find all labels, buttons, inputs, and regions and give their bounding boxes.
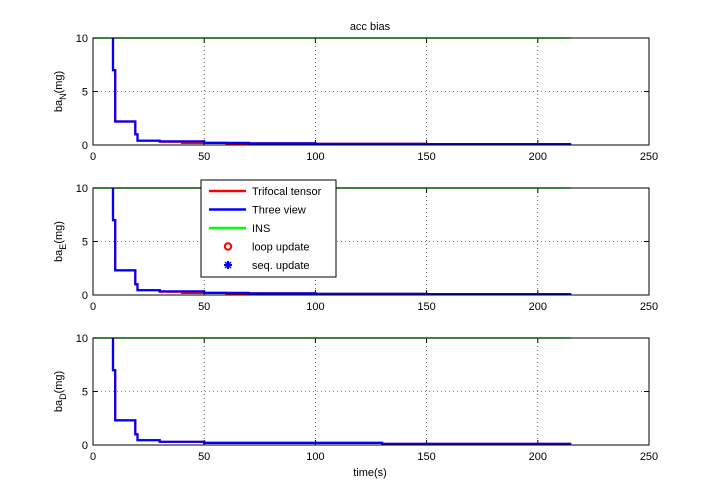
- x-tick-label: 200: [529, 451, 547, 463]
- legend-marker-seq-update: [224, 261, 232, 269]
- x-tick-label: 50: [198, 451, 210, 463]
- axes-frame: [92, 187, 650, 296]
- x-tick-label: 0: [90, 451, 96, 463]
- x-tick-label: 150: [417, 451, 435, 463]
- legend-marker-loop-update: [223, 242, 233, 251]
- x-tick-label: 150: [417, 151, 435, 163]
- y-axis-label-unit: (mg): [53, 371, 65, 394]
- axes-frame: [92, 337, 650, 446]
- x-tick-label: 0: [90, 301, 96, 313]
- y-axis-label: baD(mg): [53, 371, 68, 412]
- x-tick-label: 250: [640, 151, 658, 163]
- x-tick-label: 100: [306, 451, 324, 463]
- series-line-three-view: [111, 188, 572, 296]
- x-tick-label: 200: [529, 301, 547, 313]
- y-axis-label-main: ba: [53, 249, 65, 262]
- x-tick-label: 150: [417, 301, 435, 313]
- legend-label-three-view: Three view: [252, 205, 306, 217]
- y-tick-label: 5: [82, 87, 88, 99]
- chart-title: acc bias: [350, 21, 391, 33]
- y-axis-label-unit: (mg): [53, 71, 65, 94]
- y-axis-label-subscript: E: [58, 244, 68, 250]
- y-axis-label-subscript: D: [58, 393, 68, 400]
- series-line-three-view: [111, 38, 572, 146]
- y-tick-label: 0: [82, 290, 88, 302]
- legend-label-loop-update: loop update: [252, 242, 310, 254]
- legend-label-ins: INS: [252, 223, 270, 235]
- x-tick-label: 0: [90, 151, 96, 163]
- x-tick-label: 50: [198, 151, 210, 163]
- y-axis-label-unit: (mg): [53, 221, 65, 244]
- x-tick-label: 50: [198, 301, 210, 313]
- y-axis-label-main: ba: [53, 99, 65, 112]
- legend-label-trifocal-tensor: Trifocal tensor: [252, 186, 322, 198]
- y-tick-label: 0: [82, 440, 88, 452]
- axes-frame: [92, 37, 650, 146]
- y-axis-label-main: ba: [53, 399, 65, 412]
- x-tick-label: 200: [529, 151, 547, 163]
- y-axis-label: baN(mg): [53, 71, 68, 112]
- legend: Trifocal tensor Three view INS loop update s…: [200, 179, 337, 278]
- x-tick-label: 100: [306, 151, 324, 163]
- y-tick-label: 10: [76, 33, 88, 45]
- y-tick-label: 10: [76, 333, 88, 345]
- y-tick-label: 10: [76, 183, 88, 195]
- y-tick-label: 5: [82, 237, 88, 249]
- x-tick-label: 250: [640, 301, 658, 313]
- series-line-three-view: [111, 338, 572, 445]
- subplot-1: 0 50 100 150 200 250 0 5 10 baN(mg): [53, 33, 658, 163]
- x-axis-label: time(s): [353, 467, 387, 479]
- subplot-2: 0 50 100 150 200 250 0 5 10 baE(mg): [53, 183, 658, 313]
- x-tick-label: 250: [640, 451, 658, 463]
- subplot-3: 0 50 100 150 200 250 0 5 10 baD(mg): [53, 333, 658, 463]
- y-axis-label: baE(mg): [53, 221, 68, 262]
- x-tick-label: 100: [306, 301, 324, 313]
- y-tick-label: 5: [82, 387, 88, 399]
- legend-label-seq-update: seq. update: [252, 260, 310, 272]
- y-tick-label: 0: [82, 140, 88, 152]
- y-axis-label-subscript: N: [58, 93, 68, 100]
